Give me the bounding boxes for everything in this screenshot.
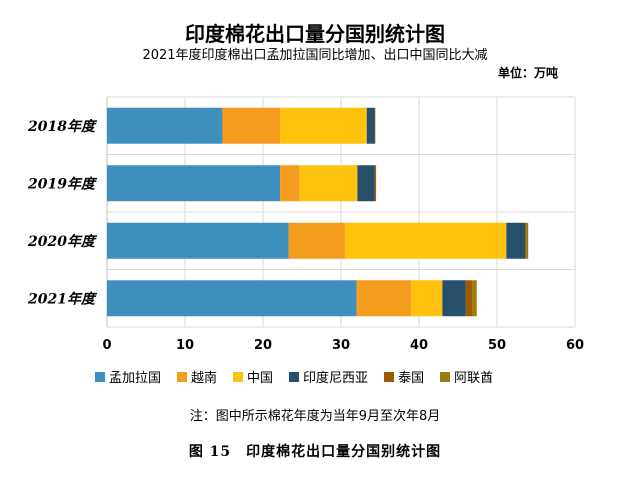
chart-note: 注：图中所示棉花年度为当年9月至次年8月 [189,409,441,424]
x-tick-label: 20 [254,338,272,353]
legend: 孟加拉国 越南 中国 印度尼西亚 泰国 阿联酋 [95,367,493,386]
x-tick-label: 10 [176,338,194,353]
legend-swatch [233,371,244,382]
bar-segment [442,280,466,317]
category-label: 2020年度 [27,233,98,250]
legend-swatch [95,371,105,382]
legend-label: 越南 [191,371,218,386]
x-tick-label: 60 [566,338,584,353]
bar-segment [107,107,223,144]
bar-segment [344,222,507,259]
chart-title: 印度棉花出口量分国别统计图 [185,22,445,46]
category-label: 2021年度 [27,290,98,307]
legend-swatch [440,371,451,382]
legend-label: 中国 [247,371,274,386]
x-tick-label: 0 [102,338,111,353]
category-label: 2018年度 [27,118,98,135]
bar-segment [374,107,376,144]
bar-segment [526,222,529,259]
bar-segment [472,280,477,317]
chart-subtitle: 2021年度印度棉出口孟加拉国同比增加、出口中国同比大减 [142,48,488,63]
legend-label: 阿联酋 [454,371,494,386]
category-label: 2019年度 [27,175,98,192]
legend-item: 阿联酋 [440,367,493,386]
unit-label: 单位：万吨 [497,66,558,80]
x-tick-label: 40 [410,338,428,353]
bar-segment [465,280,473,317]
bar-segment [107,222,289,259]
bar-segment [107,165,281,202]
x-tick-label: 30 [332,338,350,353]
legend-item: 泰国 [384,367,424,386]
legend-swatch [384,371,395,382]
bar-segment [288,222,345,259]
bar-segment [107,280,357,317]
legend-swatch [177,371,188,382]
bar-segment [356,280,412,317]
bar-chart: 2018年度 2019年度 2020年度 2021年度 0 10 20 30 40 50 60 [27,96,584,353]
legend-item: 孟加拉国 [95,367,161,386]
bar-segment [506,222,526,259]
legend-item: 中国 [233,367,273,386]
bar-segment [525,222,527,259]
legend-label: 孟加拉国 [109,371,162,386]
bar-segment [357,165,375,202]
x-tick-label: 50 [488,338,506,353]
legend-item: 越南 [177,367,217,386]
bar-segment [280,107,367,144]
legend-label: 印度尼西亚 [303,371,369,386]
bar-segment [222,107,281,144]
legend-swatch [289,371,300,382]
bar-segment [411,280,443,317]
bar-segment [299,165,358,202]
bar-segment [280,165,300,202]
figure-caption: 图 15 印度棉花出口量分国别统计图 [188,444,442,460]
legend-label: 泰国 [398,371,425,386]
bar-segment [374,165,377,202]
legend-item: 印度尼西亚 [289,367,368,386]
bar-segment [366,107,375,144]
